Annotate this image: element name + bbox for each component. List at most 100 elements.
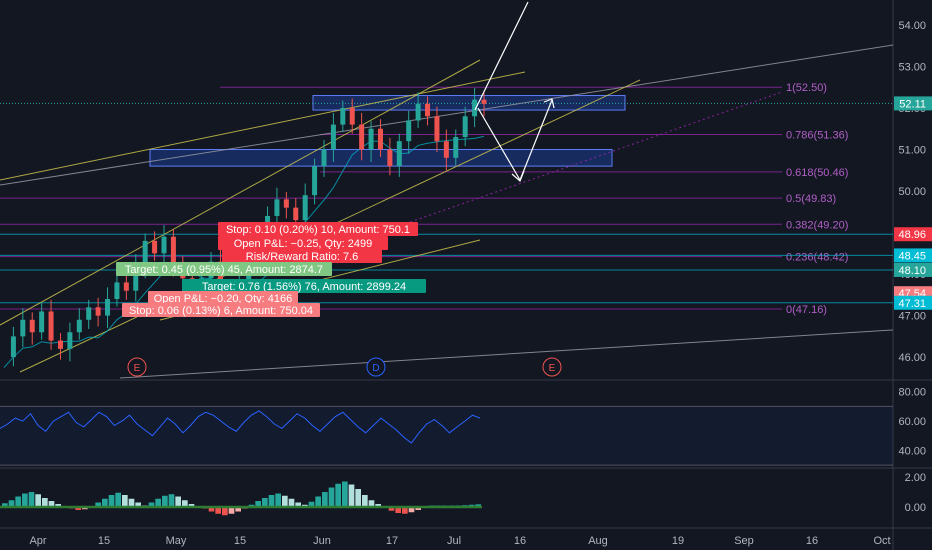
price-tick-label: 53.00 — [898, 61, 926, 73]
macd-histogram-bar — [222, 507, 228, 516]
candle-body — [274, 199, 280, 216]
projection-arrows[interactable] — [474, 1, 555, 183]
candle-body — [321, 149, 327, 167]
price-tick-label: 46.00 — [898, 352, 926, 364]
arrowhead — [543, 98, 555, 109]
macd-histogram-bar — [35, 494, 41, 507]
candle-body — [349, 107, 355, 125]
projection-arrow — [474, 1, 529, 111]
macd-histogram-bar — [75, 507, 81, 510]
macd-histogram-bar — [168, 494, 175, 507]
fib-level-label: 0.382(49.20) — [786, 219, 848, 231]
price-tag-bg — [894, 295, 932, 310]
candle-body — [48, 311, 54, 341]
price-tag-label: 48.10 — [898, 265, 926, 277]
macd-histogram-bar — [268, 495, 275, 507]
macd-histogram-bar — [2, 503, 8, 507]
trade-label-bg — [218, 236, 388, 250]
candle-body — [67, 332, 73, 349]
time-tick-label: Oct — [873, 535, 890, 547]
candle-body — [472, 99, 478, 117]
macd-histogram-bar — [315, 496, 321, 507]
trend-line — [119, 329, 894, 379]
macd-histogram-bar — [235, 507, 241, 512]
trade-label-bg — [116, 262, 332, 276]
macd-histogram-bar — [182, 500, 188, 507]
price-tag-label: 47.31 — [898, 298, 926, 310]
candle-body — [387, 149, 393, 167]
candle-body — [283, 199, 289, 208]
time-tick-label: 15 — [98, 535, 110, 547]
time-axis[interactable]: Apr 15 May 15 Jun 17 Jul 16 Aug 19 Sep 16 Oct — [29, 535, 890, 547]
macd-histogram-bar — [175, 496, 181, 507]
macd-histogram-bar — [135, 502, 141, 507]
price-tag-label: 48.96 — [898, 229, 926, 241]
candle-body — [20, 319, 26, 337]
candle-body — [105, 299, 111, 316]
time-tick-label: Sep — [734, 535, 754, 547]
price-tick-label: 47.00 — [898, 311, 926, 323]
event-marker — [542, 357, 562, 377]
macd-histogram-bar — [208, 507, 215, 512]
rsi-tick-label: 60.00 — [898, 416, 926, 428]
time-tick-label: 16 — [806, 535, 818, 547]
macd-histogram-bar — [255, 501, 261, 507]
candle-body — [462, 116, 468, 138]
candle-body — [86, 307, 92, 320]
trend-lines[interactable] — [0, 44, 894, 379]
time-tick-label: May — [166, 535, 187, 547]
fib-level-label: 0.618(50.46) — [786, 167, 848, 179]
macd-histogram-bar — [215, 507, 221, 514]
event-marker — [366, 357, 386, 377]
trend-line — [0, 44, 894, 186]
price-tag-label: 48.45 — [898, 250, 926, 262]
macd-histogram-bar — [162, 495, 168, 507]
macd-histogram-bar — [282, 495, 288, 507]
trade-label-text: Risk/Reward Ratio: 7.6 — [246, 251, 359, 263]
fib-level-label: 0.236(48.42) — [786, 252, 848, 264]
price-axis[interactable]: 54.0053.0052.0051.0050.0049.0048.0047.00… — [894, 20, 932, 364]
trade-label-text: Open P&L: −0.20, Qty: 4166 — [154, 293, 293, 305]
candle-body — [330, 124, 336, 150]
trade-label-text: Stop: 0.10 (0.20%) 10, Amount: 750.1 — [226, 224, 410, 236]
macd-histogram-bar — [122, 495, 128, 507]
price-tag-label: 52.11 — [899, 98, 926, 110]
price-tag-bg — [894, 262, 932, 277]
trade-label-bg — [218, 222, 418, 236]
rsi-band — [0, 406, 893, 466]
candle-body — [10, 336, 16, 358]
candle-body — [406, 120, 412, 142]
event-letter: E — [549, 363, 556, 374]
macd-histogram-bar — [102, 498, 108, 507]
zone-rect — [149, 149, 613, 167]
time-tick-label: Jun — [313, 535, 331, 547]
macd-histogram-bar — [275, 493, 281, 507]
macd-histogram-bar — [368, 500, 375, 507]
trade-label-bg — [182, 279, 426, 293]
macd-histogram-bar — [288, 498, 295, 507]
candle-body — [377, 128, 383, 150]
candle-body — [57, 340, 63, 349]
fib-level-label: 0(47.16) — [786, 304, 827, 316]
trade-position-labels[interactable]: Stop: 0.10 (0.20%) 10, Amount: 750.1 Open… — [116, 222, 426, 317]
macd-histogram-bar — [188, 504, 195, 507]
event-letter: E — [134, 363, 141, 374]
macd-histogram-bar — [322, 492, 328, 507]
candle-body — [434, 116, 440, 142]
macd-histogram-bar — [362, 495, 368, 507]
macd-histogram-bar — [55, 504, 61, 507]
macd-histogram-bar — [148, 502, 155, 507]
macd-histogram-bar — [335, 483, 341, 507]
projection-arrow — [477, 107, 521, 181]
candle-body — [340, 107, 346, 125]
candle-body — [123, 282, 129, 291]
trade-label-text: Stop: 0.06 (0.13%) 6, Amount: 750.04 — [129, 305, 313, 317]
macd-tick-label: 2.00 — [905, 472, 926, 484]
fibonacci-retracement[interactable]: 1(52.50) 0.786(51.36) 0.618(50.46) 0.5(49.8… — [0, 82, 893, 316]
candle-body — [217, 261, 223, 291]
macd-histogram-bar — [388, 507, 395, 511]
macd-histogram-bar — [475, 504, 481, 507]
